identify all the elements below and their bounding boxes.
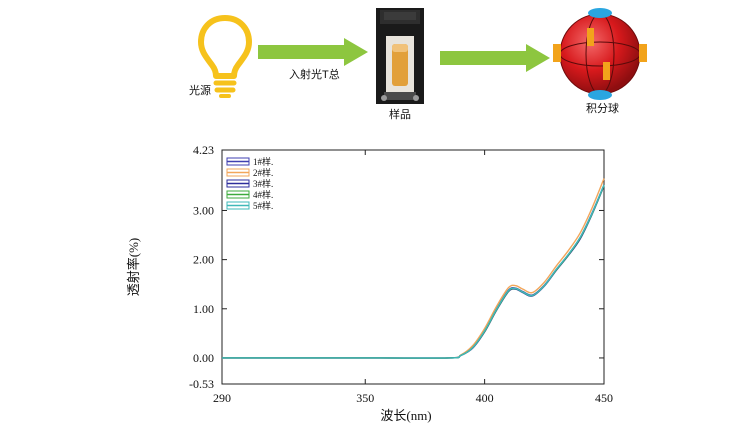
integrating-sphere-icon	[553, 8, 647, 100]
transmitted-arrow-icon	[440, 44, 550, 72]
y-tick-label: 3.00	[193, 203, 214, 217]
light-bulb-icon	[198, 15, 252, 98]
legend-label: 3#样.	[253, 178, 273, 189]
legend-label: 2#样.	[253, 167, 273, 178]
integrating-sphere-label: 积分球	[586, 103, 619, 115]
x-tick-label: 400	[476, 391, 494, 405]
series-line	[221, 185, 605, 359]
plot-area-frame	[221, 149, 605, 385]
incident-light-label: 入射光T总	[289, 69, 340, 81]
y-tick-label: 0.00	[193, 351, 214, 365]
y-axis-label: 透射率(%)	[126, 238, 141, 297]
x-tick-label: 350	[356, 391, 374, 405]
x-axis-label: 波长(nm)	[380, 408, 431, 423]
y-tick-label: 4.23	[193, 143, 214, 157]
series-line	[221, 185, 605, 359]
incident-arrow-icon	[258, 38, 368, 66]
series-line	[221, 184, 605, 359]
sample-holder-image	[376, 8, 424, 104]
y-tick-label: 2.00	[193, 253, 214, 267]
legend-label: 4#样.	[253, 189, 273, 200]
series-line	[221, 178, 605, 359]
y-tick-label: 1.00	[193, 302, 214, 316]
light-source-label: 光源	[189, 85, 211, 97]
legend-label: 1#样.	[253, 156, 273, 167]
x-tick-label: 290	[213, 391, 231, 405]
legend-label: 5#样.	[253, 200, 273, 211]
y-tick-label: -0.53	[189, 377, 214, 391]
sample-label: 样品	[389, 109, 411, 121]
x-tick-label: 450	[595, 391, 613, 405]
series-line	[221, 184, 605, 359]
